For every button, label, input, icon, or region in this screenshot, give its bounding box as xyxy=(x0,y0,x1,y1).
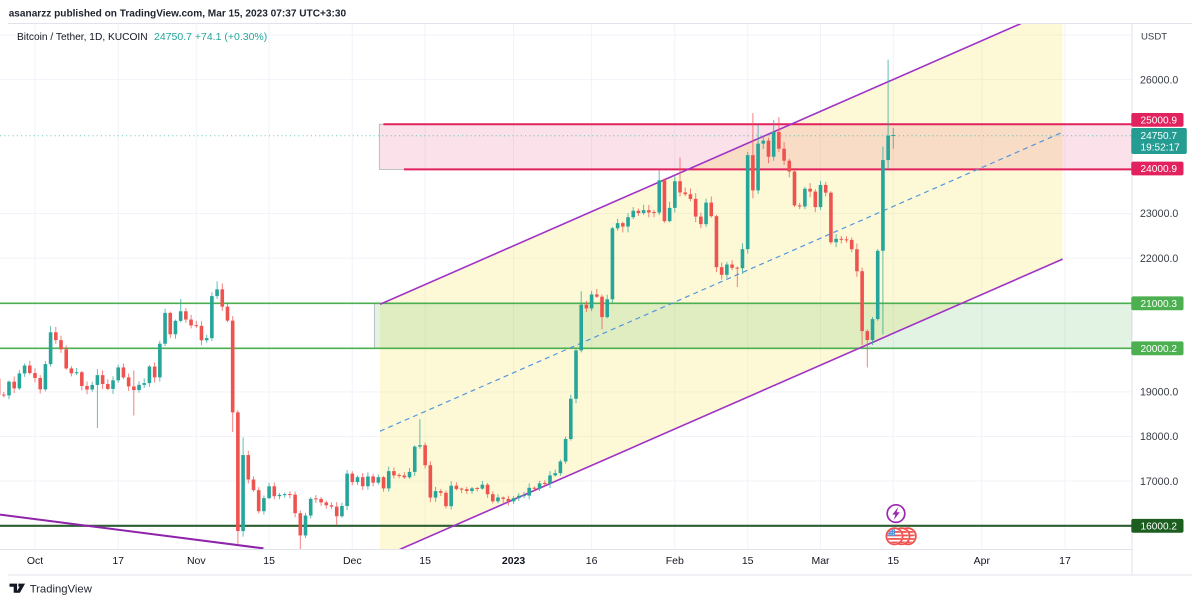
svg-text:Bitcoin / Tether, 1D, KUCOIN: Bitcoin / Tether, 1D, KUCOIN xyxy=(17,32,148,43)
svg-text:16000.2: 16000.2 xyxy=(1141,522,1178,533)
svg-text:16: 16 xyxy=(586,555,598,567)
svg-text:Apr: Apr xyxy=(974,555,991,567)
svg-text:17: 17 xyxy=(112,555,124,567)
svg-text:19000.0: 19000.0 xyxy=(1140,387,1178,399)
svg-text:Mar: Mar xyxy=(811,555,830,567)
svg-text:18000.0: 18000.0 xyxy=(1140,431,1178,443)
svg-text:asanarzz published on TradingV: asanarzz published on TradingView.com, M… xyxy=(9,8,347,19)
svg-text:USDT: USDT xyxy=(1141,32,1167,43)
svg-text:24750.7: 24750.7 xyxy=(1141,131,1178,142)
svg-text:15: 15 xyxy=(263,555,275,567)
svg-text:20000.2: 20000.2 xyxy=(1141,344,1178,355)
svg-text:26000.0: 26000.0 xyxy=(1140,74,1178,86)
svg-text:24000.9: 24000.9 xyxy=(1141,164,1178,175)
svg-text:22000.0: 22000.0 xyxy=(1140,253,1178,265)
svg-text:TradingView: TradingView xyxy=(30,584,93,596)
svg-text:21000.3: 21000.3 xyxy=(1141,299,1178,310)
svg-text:17000.0: 17000.0 xyxy=(1140,476,1178,488)
svg-text:Nov: Nov xyxy=(187,555,206,567)
svg-text:17: 17 xyxy=(1059,555,1071,567)
svg-text:23000.0: 23000.0 xyxy=(1140,208,1178,220)
svg-text:15: 15 xyxy=(419,555,431,567)
svg-text:15: 15 xyxy=(887,555,899,567)
svg-text:Dec: Dec xyxy=(343,555,362,567)
svg-text:24750.7 +74.1 (+0.30%): 24750.7 +74.1 (+0.30%) xyxy=(154,31,267,43)
svg-text:25000.9: 25000.9 xyxy=(1141,116,1178,127)
svg-text:19:52:17: 19:52:17 xyxy=(1141,143,1181,154)
svg-text:15: 15 xyxy=(742,555,754,567)
svg-text:Feb: Feb xyxy=(666,555,684,567)
svg-text:Oct: Oct xyxy=(27,555,43,567)
svg-text:2023: 2023 xyxy=(502,555,526,567)
